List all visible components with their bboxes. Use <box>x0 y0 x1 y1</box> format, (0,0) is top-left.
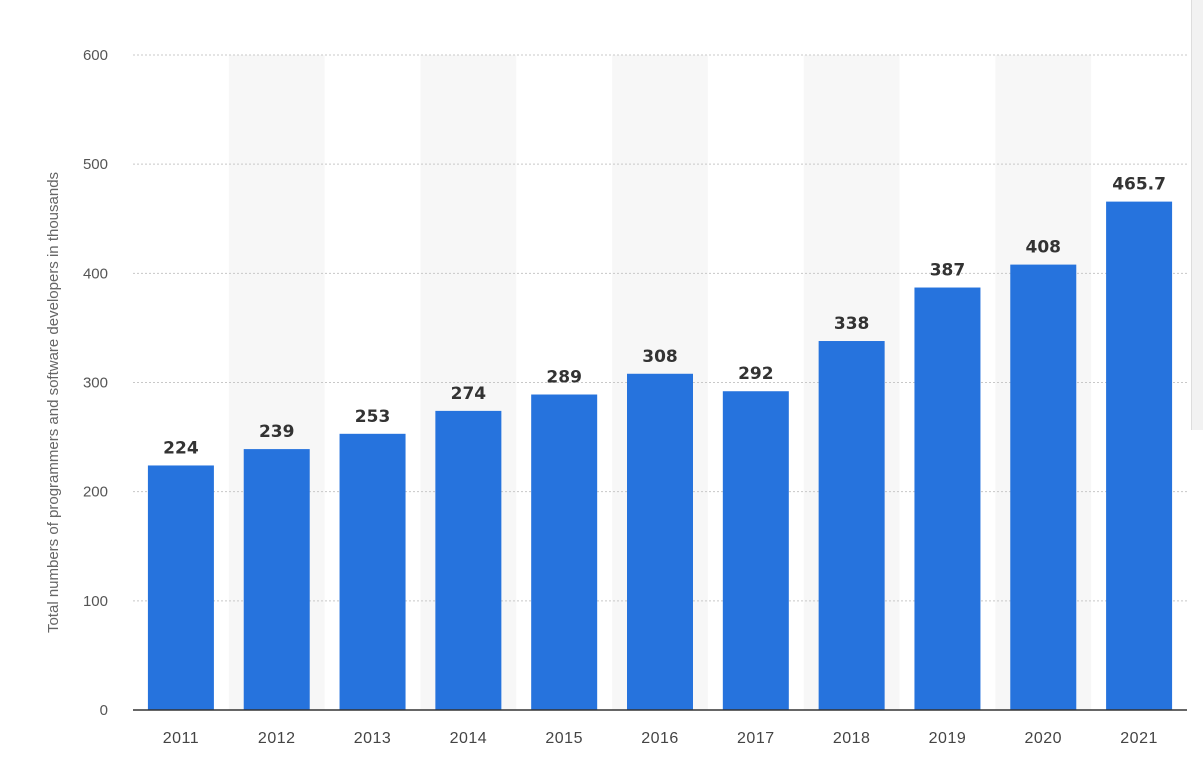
data-label: 253 <box>355 407 391 427</box>
x-tick-label: 2016 <box>641 730 679 747</box>
x-tick-label: 2017 <box>737 730 775 747</box>
y-tick-label: 0 <box>100 702 108 719</box>
data-labels: 224 239 253 274 289 308 292 338 387 408 465.7 <box>163 175 1166 459</box>
x-axis-ticks: 2011 2012 2013 2014 2015 2016 2017 2018 2019 2020… <box>163 730 1158 747</box>
x-tick-label: 2012 <box>258 730 296 747</box>
y-tick-label: 100 <box>83 593 108 610</box>
data-label: 408 <box>1026 238 1062 258</box>
data-label: 292 <box>738 364 774 384</box>
bar[interactable] <box>818 341 885 710</box>
y-tick-label: 600 <box>83 47 108 64</box>
bars <box>147 201 1173 710</box>
bar[interactable] <box>1106 201 1173 710</box>
y-tick-label: 500 <box>83 156 108 173</box>
scrollbar[interactable] <box>1191 0 1203 430</box>
y-tick-label: 400 <box>83 265 108 282</box>
bar[interactable] <box>1010 264 1077 710</box>
x-tick-label: 2015 <box>545 730 583 747</box>
data-label: 387 <box>930 261 966 281</box>
data-label: 239 <box>259 422 295 442</box>
data-label: 224 <box>163 438 199 458</box>
data-label: 338 <box>834 314 870 334</box>
bar[interactable] <box>531 394 598 710</box>
y-axis-ticks: 0 100 200 300 400 500 600 <box>83 47 108 719</box>
bar[interactable] <box>627 373 693 710</box>
data-label: 289 <box>546 368 582 388</box>
data-label: 465.7 <box>1112 175 1166 195</box>
y-axis-title: Total numbers of programmers and softwar… <box>45 172 62 633</box>
x-tick-label: 2011 <box>163 730 199 747</box>
bar[interactable] <box>722 391 789 710</box>
bar[interactable] <box>914 287 981 710</box>
bar[interactable] <box>147 465 214 710</box>
x-tick-label: 2013 <box>354 730 392 747</box>
x-tick-label: 2021 <box>1120 730 1158 747</box>
x-tick-label: 2014 <box>450 730 488 747</box>
y-tick-label: 200 <box>83 484 108 501</box>
bar[interactable] <box>243 449 310 710</box>
bar[interactable] <box>435 410 502 710</box>
y-tick-label: 300 <box>83 375 108 392</box>
x-tick-label: 2018 <box>833 730 871 747</box>
x-tick-label: 2019 <box>929 730 967 747</box>
data-label: 308 <box>642 347 678 367</box>
data-label: 274 <box>451 384 487 404</box>
x-tick-label: 2020 <box>1024 730 1062 747</box>
bar[interactable] <box>339 433 406 710</box>
